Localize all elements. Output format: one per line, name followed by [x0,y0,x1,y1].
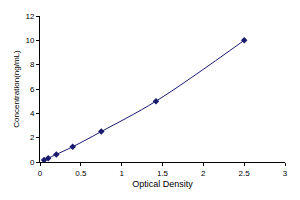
svg-text:Concentration(ng/mL): Concentration(ng/mL) [12,50,21,128]
svg-text:10: 10 [25,36,34,45]
svg-text:1: 1 [119,169,124,178]
svg-text:0: 0 [30,158,35,167]
svg-text:3: 3 [283,169,288,178]
svg-text:1.5: 1.5 [157,169,169,178]
svg-text:2: 2 [30,133,35,142]
svg-text:6: 6 [30,85,35,94]
svg-text:12: 12 [25,12,34,21]
svg-text:Optical Density: Optical Density [132,179,193,189]
svg-text:8: 8 [30,60,35,69]
svg-text:2: 2 [201,169,206,178]
svg-text:0.5: 0.5 [75,169,87,178]
svg-text:4: 4 [30,109,35,118]
svg-text:0: 0 [38,169,43,178]
svg-text:2.5: 2.5 [239,169,251,178]
